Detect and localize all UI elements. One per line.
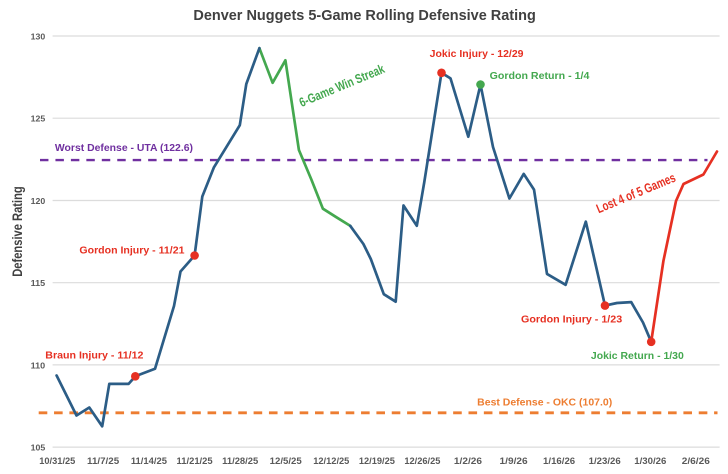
svg-text:11/28/25: 11/28/25 (222, 456, 259, 467)
svg-text:11/7/25: 11/7/25 (87, 456, 120, 467)
svg-text:1/23/26: 1/23/26 (589, 456, 621, 467)
svg-text:Jokic Injury - 12/29: Jokic Injury - 12/29 (430, 49, 524, 60)
svg-text:130: 130 (31, 31, 46, 41)
svg-text:12/26/25: 12/26/25 (404, 456, 441, 467)
svg-text:Gordon Injury - 1/23: Gordon Injury - 1/23 (521, 315, 622, 326)
svg-text:2/6/26: 2/6/26 (682, 456, 710, 467)
svg-text:Gordon Injury - 11/21: Gordon Injury - 11/21 (79, 245, 184, 256)
svg-text:1/2/26: 1/2/26 (454, 456, 482, 467)
svg-text:Worst Defense - UTA (122.6): Worst Defense - UTA (122.6) (55, 143, 193, 154)
svg-text:Best Defense - OKC (107.0): Best Defense - OKC (107.0) (477, 397, 612, 408)
svg-text:12/5/25: 12/5/25 (270, 456, 303, 467)
svg-text:Denver Nuggets 5-Game Rolling: Denver Nuggets 5-Game Rolling Defensive … (193, 8, 535, 24)
svg-text:1/16/26: 1/16/26 (543, 456, 575, 467)
svg-text:12/19/25: 12/19/25 (359, 456, 396, 467)
svg-text:120: 120 (31, 196, 46, 206)
svg-text:12/12/25: 12/12/25 (313, 456, 350, 467)
svg-text:Gordon Return - 1/4: Gordon Return - 1/4 (490, 71, 590, 82)
svg-text:125: 125 (31, 114, 46, 124)
svg-text:110: 110 (31, 360, 46, 370)
svg-text:10/31/25: 10/31/25 (39, 456, 76, 467)
svg-text:1/9/26: 1/9/26 (500, 456, 528, 467)
svg-text:11/14/25: 11/14/25 (131, 456, 168, 467)
svg-text:Defensive Rating: Defensive Rating (9, 186, 25, 277)
svg-text:Braun Injury - 11/12: Braun Injury - 11/12 (45, 351, 143, 362)
svg-text:105: 105 (31, 443, 46, 453)
svg-text:115: 115 (31, 278, 46, 288)
svg-text:11/21/25: 11/21/25 (177, 456, 214, 467)
svg-text:Jokic Return - 1/30: Jokic Return - 1/30 (591, 351, 684, 362)
svg-text:1/30/26: 1/30/26 (634, 456, 666, 467)
